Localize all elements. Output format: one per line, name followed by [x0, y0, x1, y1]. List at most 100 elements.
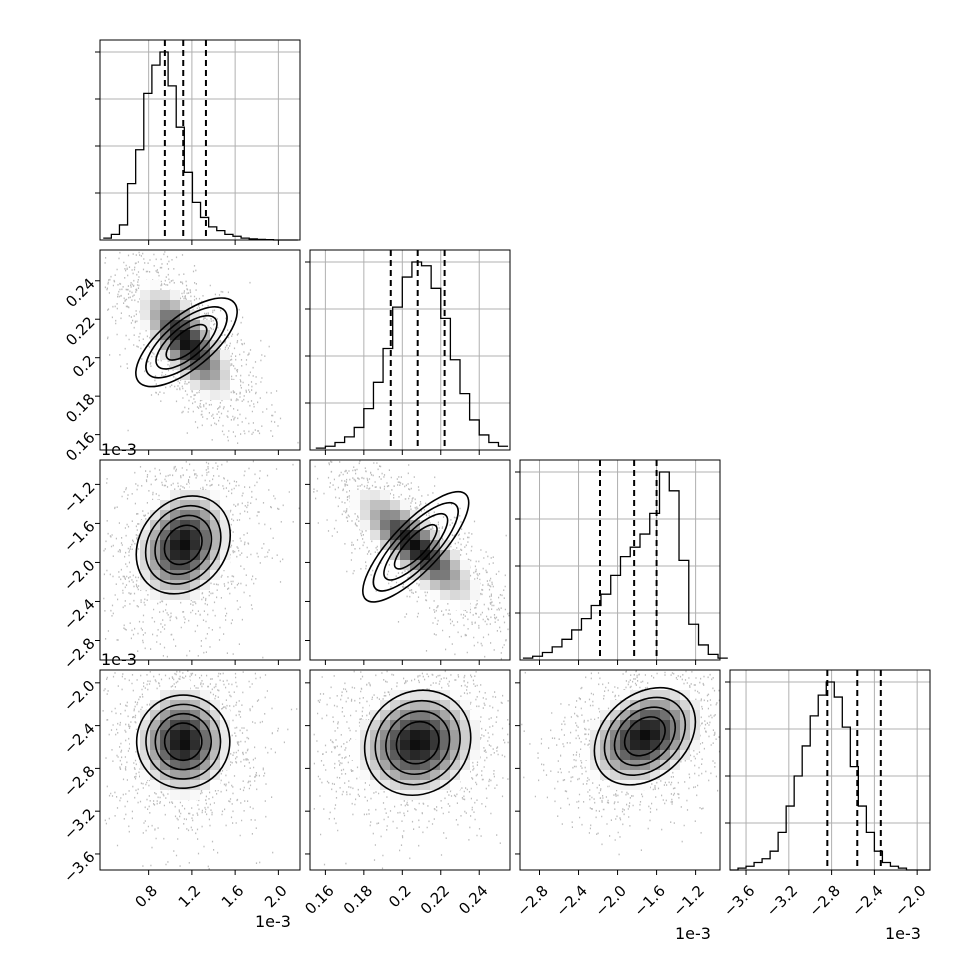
density-cell	[160, 490, 170, 500]
density-cell	[430, 770, 440, 780]
density-cell	[160, 690, 170, 700]
density-cell	[190, 700, 200, 710]
histogram-bar	[498, 446, 508, 450]
y-tick-label: −3.2	[60, 805, 98, 843]
density-cell	[440, 570, 450, 580]
density-cell	[400, 560, 410, 570]
density-cell	[400, 770, 410, 780]
density-cell	[370, 510, 380, 520]
density-frame	[99, 669, 301, 871]
density-cell	[650, 760, 660, 770]
density-panel-3-1	[310, 670, 510, 870]
density-cell	[440, 770, 450, 780]
density-cell	[640, 780, 650, 790]
density-cell	[400, 700, 410, 710]
contour-line	[165, 323, 208, 361]
histogram-bar-outline	[522, 471, 728, 659]
density-cell	[200, 750, 210, 760]
density-cell	[450, 550, 460, 560]
density-cell	[610, 750, 620, 760]
density-cell	[130, 550, 140, 560]
histogram-bar	[708, 654, 718, 660]
density-cell	[420, 760, 430, 770]
density-cell	[220, 390, 230, 400]
density-cell	[670, 740, 680, 750]
density-cell	[410, 520, 420, 530]
density-cell	[680, 710, 690, 720]
histogram-bar	[552, 647, 562, 660]
contour-line	[372, 501, 459, 592]
density-cell	[420, 540, 430, 550]
density-cell	[180, 300, 190, 310]
density-cell	[620, 730, 630, 740]
density-cell	[220, 710, 230, 720]
density-cell	[160, 310, 170, 320]
density-cell	[360, 720, 370, 730]
density-cell	[150, 320, 160, 330]
contour-line	[363, 689, 472, 797]
density-cell	[440, 710, 450, 720]
density-cell	[390, 760, 400, 770]
density-cell	[150, 500, 160, 510]
histogram-bar	[581, 619, 591, 660]
histogram-bar	[184, 172, 192, 240]
density-cell	[170, 560, 180, 570]
density-cell	[450, 700, 460, 710]
density-frame	[519, 669, 721, 871]
density-cell	[170, 750, 180, 760]
density-cell	[450, 780, 460, 790]
density-cell	[200, 550, 210, 560]
density-cell	[390, 790, 400, 800]
histogram-panel-3	[725, 670, 931, 871]
density-cell	[190, 730, 200, 740]
density-cell	[650, 750, 660, 760]
density-cell	[140, 280, 150, 290]
density-cell	[430, 750, 440, 760]
density-cell	[360, 490, 370, 500]
density-cell	[140, 290, 150, 300]
contour-line	[385, 710, 451, 776]
contour-line	[144, 504, 222, 585]
density-cell	[200, 700, 210, 710]
density-cell	[180, 530, 190, 540]
density-cell	[420, 780, 430, 790]
density-panel-3-0	[100, 670, 300, 870]
density-cell	[400, 550, 410, 560]
density-cell	[140, 580, 150, 590]
density-cell	[370, 720, 380, 730]
density-cell	[160, 570, 170, 580]
density-cell	[390, 750, 400, 760]
density-cell	[170, 730, 180, 740]
density-cell	[150, 300, 160, 310]
histogram-bar	[168, 86, 176, 240]
density-cell	[170, 310, 180, 320]
x-tick-label: −2.8	[805, 882, 843, 920]
density-cell	[620, 750, 630, 760]
density-cell	[200, 710, 210, 720]
density-cell	[140, 740, 150, 750]
density-cell	[220, 370, 230, 380]
histogram-bar	[542, 652, 552, 660]
histogram-bar	[802, 746, 810, 870]
density-cell	[610, 760, 620, 770]
density-cell	[190, 340, 200, 350]
contour-line	[155, 314, 218, 370]
histogram-panel-1	[305, 250, 510, 450]
density-cell	[210, 740, 220, 750]
density-cell	[610, 710, 620, 720]
density-cell	[210, 380, 220, 390]
density-cell	[140, 760, 150, 770]
histogram-bar	[818, 695, 826, 870]
x-tick-label: −3.6	[720, 882, 758, 920]
density-cell	[650, 700, 660, 710]
density-cell	[620, 720, 630, 730]
histogram-bar	[620, 557, 630, 660]
density-cell	[390, 740, 400, 750]
density-cell	[430, 790, 440, 800]
density-cell	[180, 770, 190, 780]
histogram-frame	[99, 39, 301, 241]
density-cell	[380, 740, 390, 750]
histogram-bar	[572, 630, 582, 660]
density-cell	[210, 510, 220, 520]
density-cell	[190, 780, 200, 790]
